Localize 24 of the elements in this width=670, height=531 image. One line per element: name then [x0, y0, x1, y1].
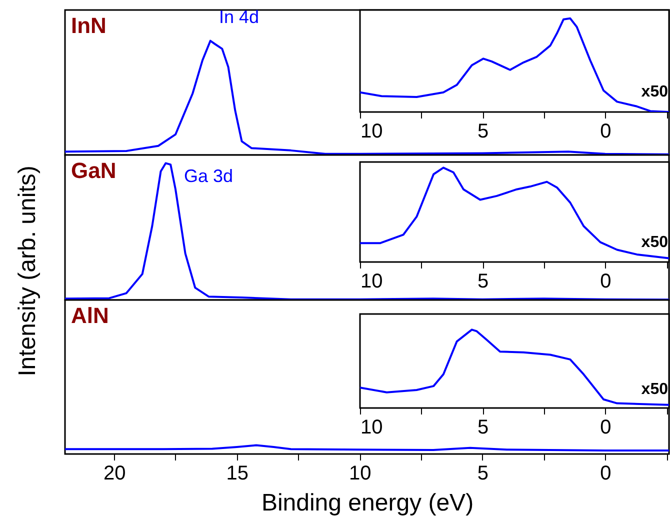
x-tick-label: 0	[600, 462, 612, 484]
x-tick-label: 0	[600, 120, 612, 142]
x-tick-label: 20	[103, 462, 126, 484]
x-tick-label: 10	[360, 416, 383, 438]
annotation: x50	[641, 381, 668, 398]
x-tick-label: 5	[477, 462, 488, 484]
x-tick-label: 5	[478, 120, 489, 142]
annotation: Ga 3d	[184, 166, 234, 186]
x-axis-title: Binding energy (eV)	[261, 490, 474, 516]
x-tick-label: 10	[360, 270, 383, 292]
x-tick-label: 0	[600, 270, 612, 292]
x-tick-label: 5	[478, 416, 489, 438]
x-tick-label: 5	[478, 270, 489, 292]
y-axis-title: Intensity (arb. units)	[14, 166, 41, 376]
x-tick-label: 15	[226, 462, 248, 484]
x-tick-label: 0	[600, 416, 612, 438]
chart-title: GaN	[71, 158, 116, 183]
x-tick-label: 10	[360, 120, 383, 142]
annotation: x50	[641, 234, 668, 251]
chart-title: InN	[71, 13, 106, 38]
chart-title: AlN	[71, 303, 109, 328]
x-tick-label: 10	[349, 462, 372, 484]
annotation: x50	[641, 84, 668, 101]
annotation: In 4d	[219, 7, 260, 27]
